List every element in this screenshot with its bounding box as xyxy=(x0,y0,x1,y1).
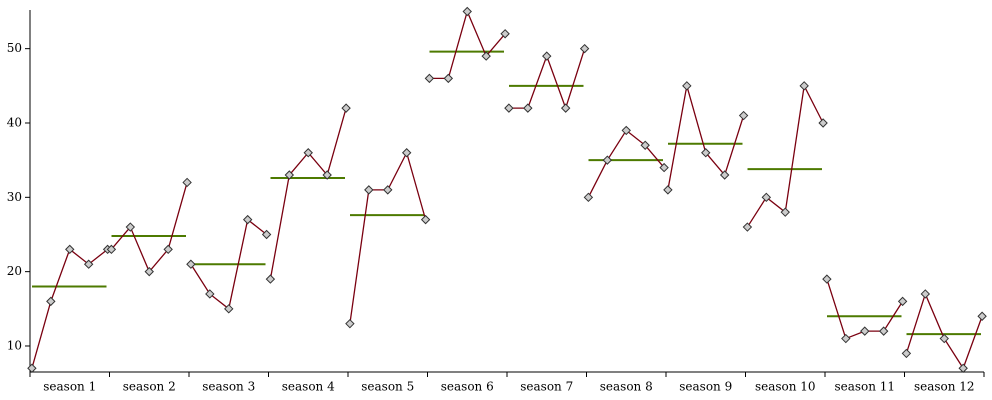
point xyxy=(841,333,851,344)
point xyxy=(602,155,613,165)
season-line xyxy=(269,107,347,280)
season-line xyxy=(349,150,427,324)
season-line xyxy=(429,9,506,80)
point xyxy=(46,296,56,307)
point xyxy=(939,333,949,344)
point xyxy=(640,140,650,150)
x-tick-label: season 10 xyxy=(755,380,816,394)
point xyxy=(322,170,332,180)
point xyxy=(504,103,514,113)
point xyxy=(822,274,832,284)
point xyxy=(500,29,510,39)
point xyxy=(383,185,393,195)
point xyxy=(901,348,912,359)
point xyxy=(186,259,196,269)
point xyxy=(860,326,870,336)
point xyxy=(659,162,669,173)
point xyxy=(163,244,173,255)
point xyxy=(27,363,37,373)
point xyxy=(583,192,594,203)
point xyxy=(719,170,730,180)
point xyxy=(481,51,491,61)
point xyxy=(878,326,889,336)
season-line xyxy=(110,182,188,273)
point xyxy=(818,118,828,128)
y-tick-label: 30 xyxy=(7,190,22,204)
point xyxy=(579,43,590,54)
x-tick-label: season 7 xyxy=(520,380,573,394)
season-line xyxy=(667,85,745,191)
x-tick-label: season 12 xyxy=(914,380,975,394)
point xyxy=(205,289,215,299)
point xyxy=(144,266,154,277)
point xyxy=(424,73,435,84)
y-tick-label: 40 xyxy=(7,115,22,129)
point xyxy=(182,177,192,188)
y-tick-label: 10 xyxy=(7,338,22,352)
point xyxy=(738,110,749,121)
point xyxy=(242,214,253,225)
point xyxy=(224,304,234,314)
point xyxy=(420,214,431,225)
point xyxy=(125,222,136,232)
point xyxy=(897,296,908,307)
point xyxy=(443,73,454,84)
point xyxy=(265,274,276,284)
point xyxy=(462,6,472,17)
point xyxy=(341,103,351,113)
x-tick-label: season 1 xyxy=(43,380,96,394)
season-line xyxy=(587,129,665,198)
season-line xyxy=(31,248,109,369)
x-tick-label: season 8 xyxy=(600,380,653,394)
point xyxy=(663,185,673,195)
point xyxy=(780,207,790,217)
point xyxy=(799,81,809,91)
point xyxy=(542,51,552,61)
point xyxy=(83,259,94,269)
point xyxy=(701,148,711,158)
season-line xyxy=(746,83,824,228)
x-tick-label: season 9 xyxy=(679,380,732,394)
point xyxy=(920,289,931,299)
point xyxy=(977,311,987,321)
point xyxy=(742,222,753,232)
x-tick-label: season 3 xyxy=(202,380,255,394)
season-line xyxy=(905,292,983,370)
point xyxy=(761,192,772,203)
point xyxy=(261,229,272,240)
point xyxy=(303,148,313,158)
point xyxy=(106,244,117,255)
point xyxy=(284,170,295,180)
x-tick-label: season 6 xyxy=(441,380,494,394)
point xyxy=(65,244,75,255)
x-tick-label: season 5 xyxy=(361,380,414,394)
y-tick-label: 50 xyxy=(7,41,22,55)
x-tick-label: season 4 xyxy=(282,380,335,394)
x-tick-label: season 11 xyxy=(834,380,895,394)
y-tick-label: 20 xyxy=(7,264,22,278)
point xyxy=(364,185,374,195)
point xyxy=(401,148,412,158)
point xyxy=(958,363,968,373)
point xyxy=(345,318,355,329)
point xyxy=(560,103,571,113)
x-tick-label: season 2 xyxy=(123,380,176,394)
point xyxy=(621,125,631,136)
point xyxy=(523,103,533,113)
point xyxy=(682,81,692,91)
